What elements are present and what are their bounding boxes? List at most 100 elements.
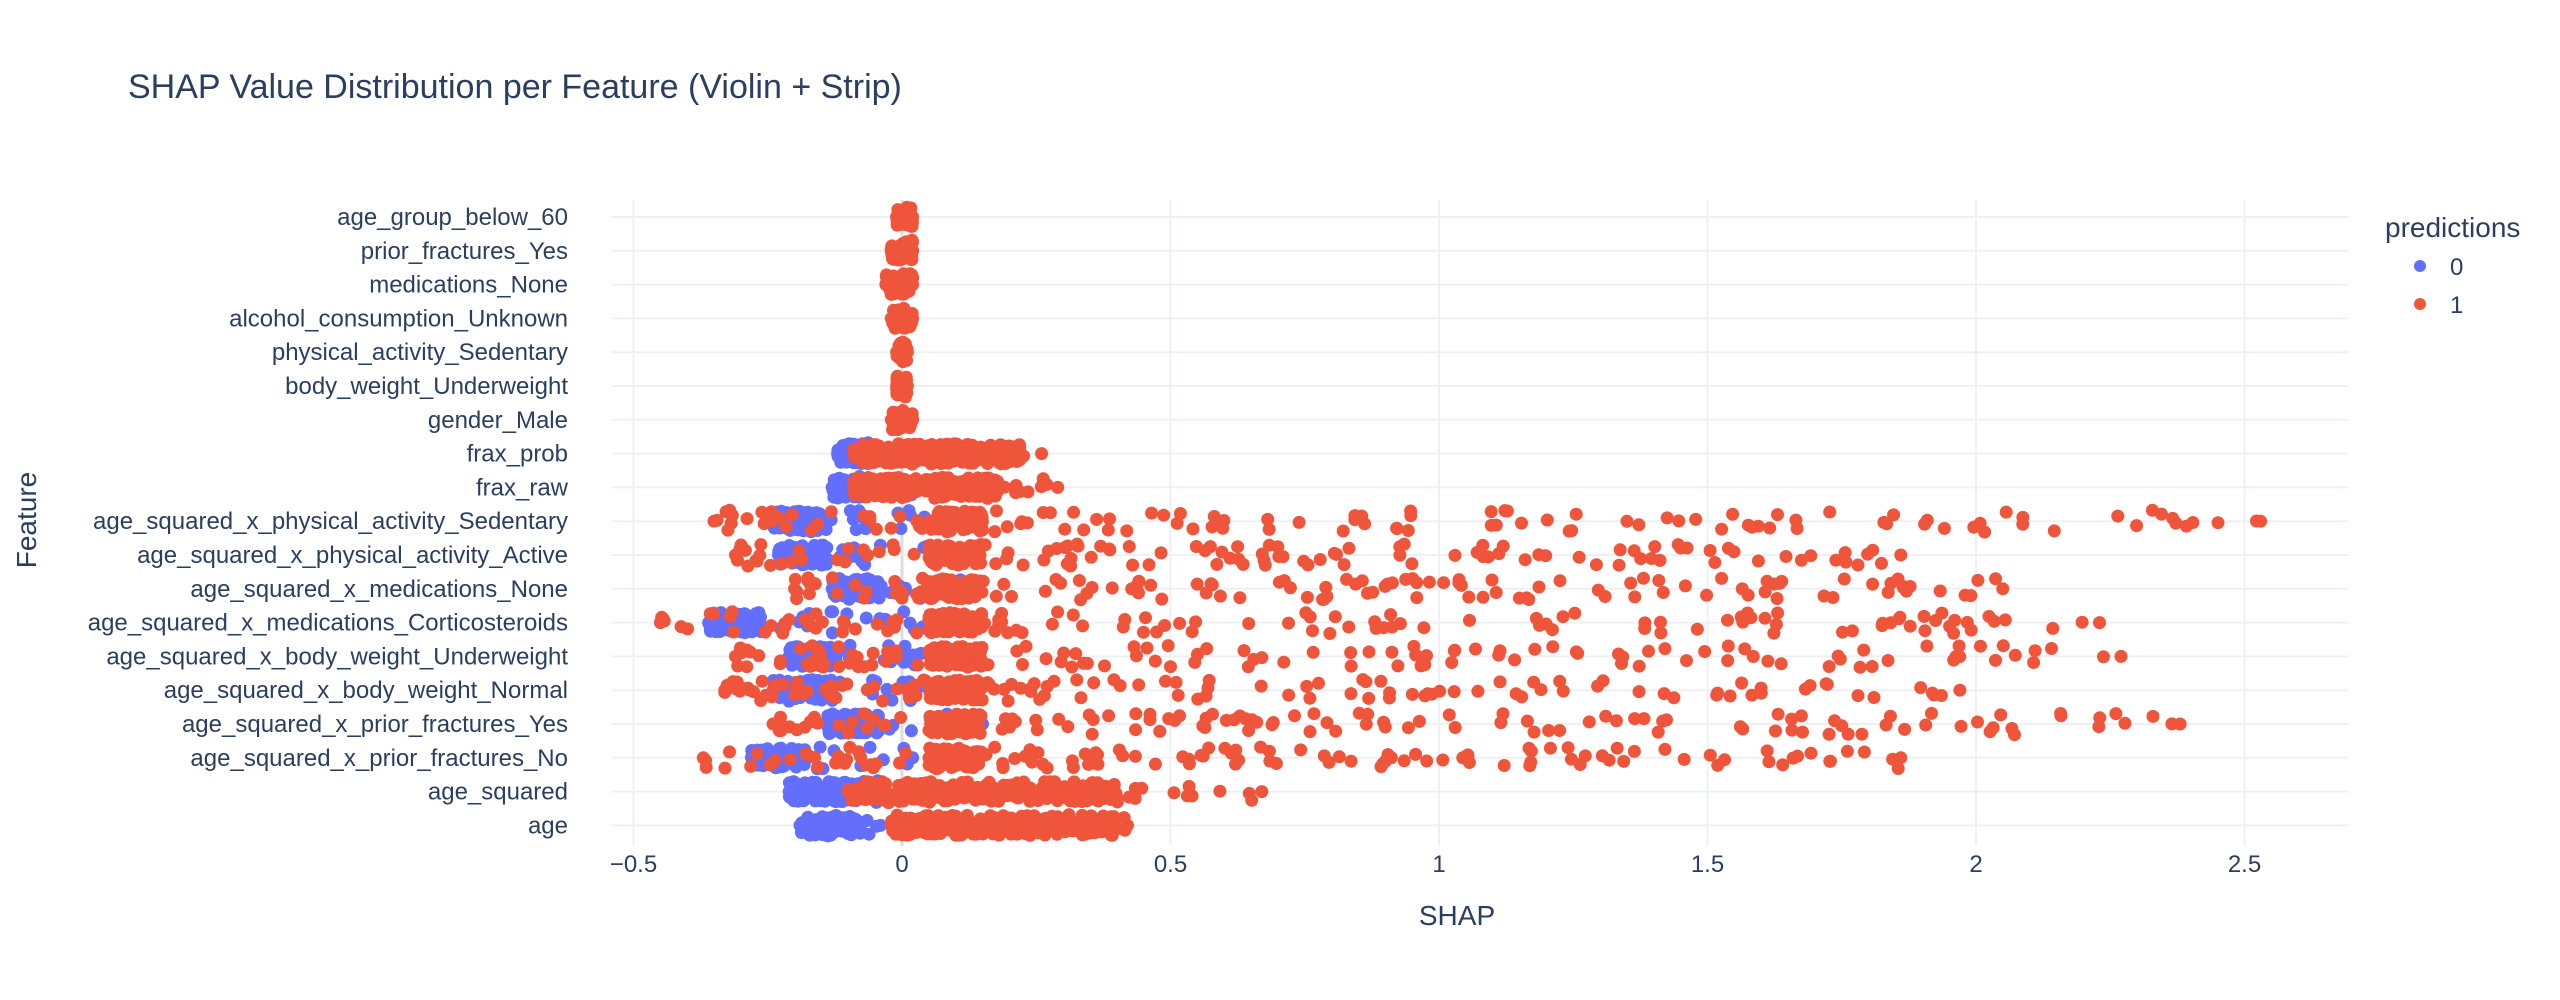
strip-point — [1836, 625, 1849, 639]
strip-point — [703, 607, 717, 621]
strip-point — [981, 491, 995, 505]
strip-point — [1085, 727, 1099, 741]
strip-point — [1189, 540, 1203, 553]
strip-point — [1282, 616, 1295, 630]
strip-series-1 — [729, 639, 2128, 674]
legend-item-0[interactable]: 0 — [2414, 254, 2463, 281]
strip-point — [990, 504, 1003, 518]
strip-point — [967, 753, 981, 767]
strip-point — [2075, 615, 2089, 629]
strip-point — [978, 538, 992, 552]
strip-point — [1359, 675, 1373, 689]
strip-point — [1116, 749, 1130, 763]
strip-series-1 — [884, 808, 1134, 842]
strip-point — [1958, 588, 1972, 602]
strip-point — [1348, 509, 1362, 523]
strip-point — [829, 691, 843, 705]
strip-point — [825, 776, 839, 789]
y-tick-label: age_squared_x_prior_fractures_Yes — [182, 711, 568, 738]
strip-point — [950, 585, 964, 599]
strip-point — [945, 761, 958, 774]
strip-point — [802, 587, 816, 601]
strip-point — [1754, 686, 1768, 700]
strip-point-max — [2093, 616, 2106, 630]
strip-point — [905, 457, 919, 471]
strip-point — [863, 740, 877, 754]
strip-point — [1779, 550, 1793, 563]
y-tick-label: alcohol_consumption_Unknown — [229, 305, 568, 332]
strip-point — [1322, 755, 1336, 769]
strip-point — [783, 753, 797, 766]
strip-point — [719, 505, 733, 519]
strip-point — [1654, 626, 1668, 640]
strip-point — [1380, 577, 1394, 591]
strip-point — [1770, 592, 1784, 605]
strip-point — [1366, 585, 1380, 599]
strip-point — [1711, 758, 1725, 772]
strip-point — [1161, 639, 1175, 653]
strip-point — [813, 740, 827, 754]
strip-point — [760, 742, 774, 756]
y-tick-label: medications_None — [369, 272, 568, 299]
strip-point — [1048, 783, 1062, 797]
strip-point — [1378, 720, 1392, 734]
strip-point — [1494, 716, 1508, 730]
strip-point — [1204, 577, 1218, 591]
strip-point — [1648, 540, 1662, 554]
strip-point — [744, 759, 758, 773]
strip-point — [911, 658, 925, 672]
strip-point — [1948, 613, 1962, 627]
strip-point — [1288, 709, 1301, 723]
strip-point — [893, 439, 907, 453]
strip-point — [816, 660, 830, 674]
strip-point — [1920, 513, 1934, 527]
strip-point — [1021, 485, 1035, 499]
strip-point — [808, 692, 822, 706]
strip-point — [1042, 812, 1056, 826]
strip-point — [1672, 514, 1686, 528]
strip-point — [1637, 712, 1651, 726]
strip-point — [1933, 584, 1947, 598]
strip-point — [1528, 642, 1542, 656]
strip-point — [1306, 624, 1319, 638]
y-tick-label: body_weight_Underweight — [285, 373, 568, 400]
strip-point — [2008, 648, 2022, 662]
strip-point — [1964, 623, 1978, 637]
strip-point — [884, 521, 898, 535]
strip-point — [1028, 825, 1042, 839]
strip-point-max — [1953, 683, 1967, 697]
strip-point — [1409, 747, 1423, 761]
strip-point — [1437, 576, 1451, 590]
strip-point — [740, 512, 754, 526]
strip-point — [1476, 538, 1490, 552]
strip-point — [1040, 792, 1054, 805]
y-tick-label: age_squared_x_physical_activity_Active — [137, 542, 568, 569]
strip-point — [973, 447, 987, 461]
strip-point — [940, 781, 954, 795]
legend-item-1[interactable]: 1 — [2414, 292, 2463, 319]
strip-point — [821, 553, 835, 567]
strip-point — [867, 680, 881, 694]
strip-point — [1294, 743, 1308, 757]
strip-point — [832, 718, 846, 732]
y-tick-label: age_squared — [428, 779, 568, 806]
strip-point — [1690, 622, 1704, 636]
strip-point — [1546, 640, 1560, 654]
strip-point — [1677, 752, 1691, 766]
strip-point — [1231, 540, 1245, 554]
strip-series-1 — [696, 740, 1908, 776]
strip-point — [1176, 750, 1190, 764]
strip-point — [1469, 642, 1482, 656]
strip-point — [893, 756, 907, 770]
strip-point — [1610, 741, 1624, 755]
strip-point — [1790, 522, 1804, 535]
strip-point — [1497, 759, 1511, 772]
strip-point — [2045, 642, 2058, 655]
strip-point — [1257, 554, 1271, 567]
strip-point — [859, 611, 873, 625]
strip-point — [1527, 675, 1541, 689]
strip-point — [1139, 611, 1152, 625]
strip-point — [875, 474, 889, 488]
strip-point — [1602, 753, 1616, 767]
strip-point — [1667, 691, 1681, 705]
